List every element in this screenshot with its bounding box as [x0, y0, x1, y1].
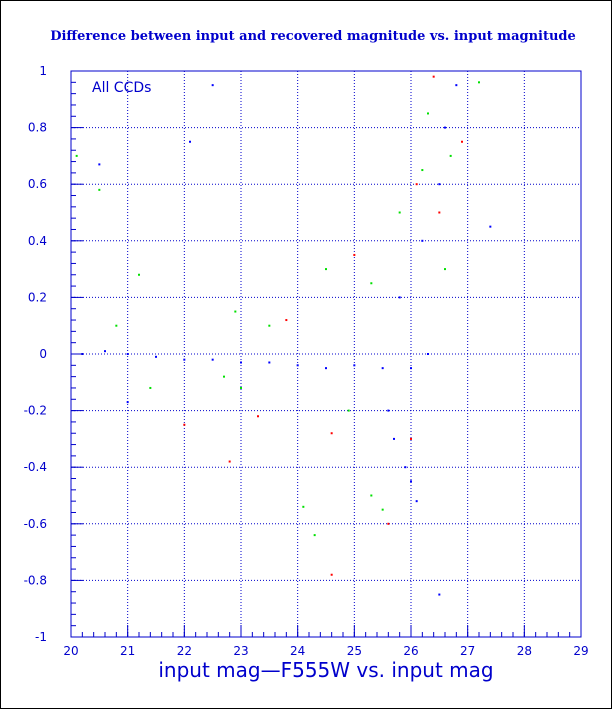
data-point [149, 386, 152, 389]
data-point [183, 423, 186, 426]
data-point [398, 211, 401, 214]
grid-lines [71, 71, 581, 637]
data-point [228, 460, 231, 463]
x-tick-label: 21 [120, 644, 135, 658]
data-point [387, 409, 390, 412]
data-point [415, 500, 418, 503]
data-point [387, 522, 390, 525]
x-tick-label: 26 [403, 644, 418, 658]
data-point [126, 353, 129, 355]
data-point [381, 367, 384, 370]
y-tick-label: -0.2 [24, 404, 47, 418]
data-point [370, 494, 373, 497]
x-axis-tick-labels: 20 21 22 23 24 25 26 27 28 29 [63, 644, 588, 658]
data-point [268, 361, 271, 364]
data-point [353, 364, 356, 367]
data-point [461, 140, 463, 143]
x-tick-label: 29 [573, 644, 588, 658]
data-point [115, 324, 118, 327]
x-tick-label: 28 [517, 644, 532, 658]
y-tick-label: 0.4 [28, 234, 47, 248]
data-point [449, 154, 452, 157]
y-tick-label: 1 [39, 64, 47, 78]
x-tick-label: 20 [63, 644, 78, 658]
data-point [330, 432, 333, 435]
data-point [211, 358, 214, 361]
data-point [347, 409, 350, 412]
data-point [404, 466, 407, 469]
data-point [427, 353, 429, 355]
data-point [211, 84, 214, 87]
data-point [257, 415, 259, 418]
data-point [285, 319, 288, 322]
data-point [353, 253, 356, 256]
data-point [370, 282, 373, 285]
data-point [155, 355, 157, 358]
data-point [398, 296, 401, 299]
data-point [455, 84, 458, 87]
data-point [126, 401, 129, 404]
data-point [98, 188, 101, 191]
x-tick-label: 27 [460, 644, 475, 658]
y-tick-label: -0.4 [24, 460, 47, 474]
data-point [302, 505, 305, 508]
y-axis-tick-labels: -1 -0.8 -0.6 -0.4 -0.2 0 0.2 0.4 0.6 0.8 1 [24, 64, 47, 644]
data-point [415, 183, 418, 186]
data-point [268, 324, 271, 327]
data-point [410, 437, 412, 440]
y-tick-label: -1 [35, 630, 47, 644]
data-point [98, 163, 101, 166]
data-point [421, 239, 424, 242]
data-point [104, 350, 106, 353]
data-point [138, 273, 140, 276]
data-point [410, 367, 412, 370]
data-point [234, 310, 237, 313]
x-tick-label: 22 [177, 644, 192, 658]
ccd-annotation: All CCDs [92, 80, 151, 96]
x-axis-label: input mag—F555W vs. input mag [158, 658, 493, 682]
data-point [296, 364, 299, 367]
y-tick-label: 0.2 [28, 290, 47, 304]
data-point [240, 386, 242, 389]
data-point [489, 225, 492, 228]
data-point [393, 437, 395, 440]
data-point [438, 211, 441, 214]
data-point [189, 140, 191, 143]
data-point [478, 81, 480, 84]
y-tick-label: -0.8 [24, 573, 47, 587]
data-point [381, 508, 384, 511]
y-tick-label: 0.8 [28, 121, 47, 135]
x-tick-label: 25 [347, 644, 362, 658]
data-point [444, 268, 446, 271]
data-point [325, 268, 327, 271]
data-point [444, 126, 446, 129]
chart-title: Difference between input and recovered m… [50, 29, 576, 44]
x-tick-label: 24 [290, 644, 305, 658]
data-point [75, 154, 78, 157]
data-point [313, 534, 316, 537]
data-point [438, 183, 441, 186]
axis-ticks [70, 70, 582, 638]
data-point [240, 361, 242, 364]
x-tick-label: 23 [233, 644, 248, 658]
data-point [432, 75, 435, 78]
y-tick-label: 0.6 [28, 177, 47, 191]
data-point [330, 573, 333, 576]
data-point [427, 112, 429, 115]
data-point [438, 593, 441, 596]
data-point [410, 480, 412, 483]
data-point [223, 375, 225, 378]
data-point [183, 358, 186, 361]
y-tick-label: -0.6 [24, 517, 47, 531]
y-tick-label: 0 [39, 347, 47, 361]
data-points [75, 75, 492, 596]
data-point [325, 367, 327, 370]
data-point [421, 169, 424, 172]
